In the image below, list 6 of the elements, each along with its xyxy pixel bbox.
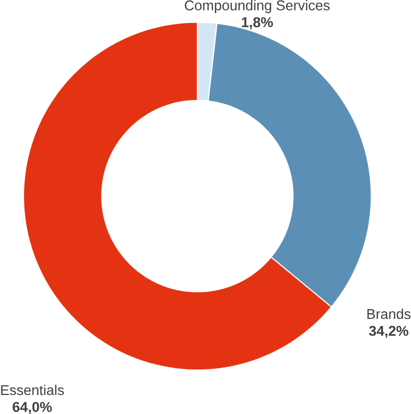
slice-label: Essentials (1, 384, 64, 396)
slice-label: Brands (367, 308, 411, 320)
slice-label: Compounding Services (184, 0, 330, 14)
data-label: 1,8% (242, 17, 273, 30)
data-label: 64,0% (12, 402, 52, 414)
data-label: 34,2% (368, 326, 408, 338)
